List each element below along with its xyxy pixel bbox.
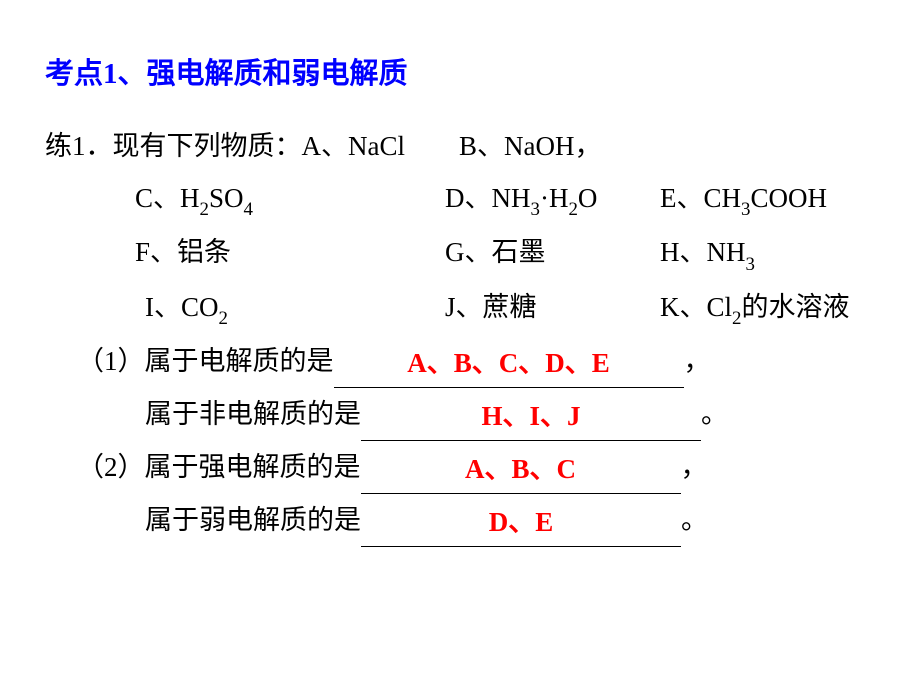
- substance-i: I、CO2: [145, 283, 445, 335]
- q2b-answer: D、E: [489, 507, 554, 537]
- content-body: 练1．现有下列物质：A、NaCl B、NaOH， C、H2SO4D、NH3·H2…: [45, 122, 875, 547]
- comma: ，: [684, 346, 711, 376]
- substance-e: E、CH3COOH: [660, 174, 827, 226]
- q1b-answer: H、I、J: [481, 401, 580, 431]
- substances-line-4: I、CO2J、蔗糖K、Cl2的水溶液: [45, 283, 875, 335]
- q2b-blank: D、E: [361, 496, 681, 547]
- q1a-label: （1）属于电解质的是: [77, 346, 334, 376]
- period: 。: [681, 505, 708, 535]
- substance-g: G、石墨: [445, 228, 660, 278]
- question-1a: （1）属于电解质的是 A、B、C、D、E ，: [45, 337, 875, 388]
- substances-line-2: C、H2SO4D、NH3·H2OE、CH3COOH: [45, 174, 875, 226]
- comma: ，: [681, 452, 708, 482]
- period: 。: [701, 399, 728, 429]
- substance-f: F、铝条: [135, 228, 445, 278]
- q2a-answer: A、B、C: [465, 454, 576, 484]
- q1b-blank: H、I、J: [361, 390, 701, 441]
- substance-k: K、Cl2的水溶液: [660, 283, 849, 335]
- topic-title: 考点1、强电解质和弱电解质: [45, 50, 875, 92]
- substance-h: H、NH3: [660, 228, 755, 280]
- slide-container: 考点1、强电解质和弱电解质 练1．现有下列物质：A、NaCl B、NaOH， C…: [0, 0, 920, 589]
- q2a-blank: A、B、C: [361, 443, 681, 494]
- substance-j: J、蔗糖: [445, 283, 660, 333]
- q2a-label: （2）属于强电解质的是: [77, 452, 361, 482]
- question-2a: （2）属于强电解质的是 A、B、C ，: [45, 443, 875, 494]
- intro-line: 练1．现有下列物质：A、NaCl B、NaOH，: [45, 122, 875, 172]
- q1a-blank: A、B、C、D、E: [334, 337, 684, 388]
- substance-c: C、H2SO4: [135, 174, 445, 226]
- question-2b: 属于弱电解质的是 D、E 。: [45, 496, 875, 547]
- question-1b: 属于非电解质的是 H、I、J 。: [45, 390, 875, 441]
- q2b-label: 属于弱电解质的是: [145, 505, 361, 535]
- substances-line-3: F、铝条G、石墨H、NH3: [45, 228, 875, 280]
- substance-d: D、NH3·H2O: [445, 174, 660, 226]
- q1b-label: 属于非电解质的是: [145, 399, 361, 429]
- q1a-answer: A、B、C、D、E: [407, 348, 610, 378]
